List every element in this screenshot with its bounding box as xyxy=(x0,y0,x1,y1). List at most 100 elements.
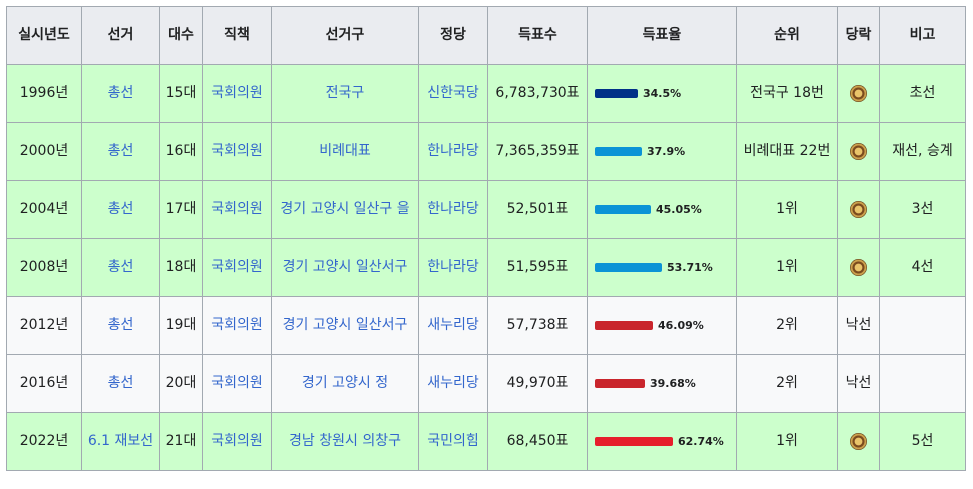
votes-cell: 49,970표 xyxy=(487,354,588,413)
position-link[interactable]: 국회의원 xyxy=(211,85,263,101)
header-rank: 순위 xyxy=(736,6,838,65)
year-cell: 1996년 xyxy=(6,64,82,123)
district-link[interactable]: 경기 고양시 일산서구 xyxy=(282,317,408,333)
header-term: 대수 xyxy=(159,6,203,65)
party-cell: 신한국당 xyxy=(418,64,488,123)
rank-cell: 비례대표 22번 xyxy=(736,122,838,181)
votes-text: 6,783,730표 xyxy=(495,85,580,101)
election-history-table: 실시년도 선거 대수 직책 선거구 정당 득표수 득표율 순위 당락 비고 19… xyxy=(6,6,966,471)
rank-cell: 전국구 18번 xyxy=(736,64,838,123)
party-link[interactable]: 한나라당 xyxy=(427,143,479,159)
party-link[interactable]: 한나라당 xyxy=(427,201,479,217)
party-link[interactable]: 새누리당 xyxy=(427,375,479,391)
votes-cell: 51,595표 xyxy=(487,238,588,297)
year-text: 2022년 xyxy=(19,433,69,449)
district-link[interactable]: 전국구 xyxy=(325,85,365,101)
note-cell xyxy=(879,354,966,413)
rate-cell: 62.74% xyxy=(587,412,737,471)
position-link[interactable]: 국회의원 xyxy=(211,143,263,159)
party-link[interactable]: 새누리당 xyxy=(427,317,479,333)
rank-cell: 1위 xyxy=(736,238,838,297)
rank-cell: 1위 xyxy=(736,412,838,471)
election-link[interactable]: 총선 xyxy=(107,143,134,159)
rate-bar-group: 39.68% xyxy=(595,372,696,395)
position-link[interactable]: 국회의원 xyxy=(211,375,263,391)
position-link[interactable]: 국회의원 xyxy=(211,433,263,449)
elected-emblem-icon xyxy=(850,432,867,450)
votes-text: 7,365,359표 xyxy=(495,143,580,159)
election-cell: 총선 xyxy=(81,122,160,181)
rank-cell: 2위 xyxy=(736,354,838,413)
district-cell: 경기 고양시 일산구 을 xyxy=(271,180,419,239)
table-row: 2012년 총선 19대 국회의원 경기 고양시 일산서구 새누리당 57,738표 46.0… xyxy=(6,296,966,355)
outcome-text: 낙선 xyxy=(845,317,872,333)
rate-bar-group: 34.5% xyxy=(595,82,681,105)
year-text: 1996년 xyxy=(19,85,69,101)
elected-emblem-icon xyxy=(850,84,867,102)
position-cell: 국회의원 xyxy=(202,122,272,181)
district-link[interactable]: 비례대표 xyxy=(319,143,371,159)
votes-cell: 57,738표 xyxy=(487,296,588,355)
votes-cell: 52,501표 xyxy=(487,180,588,239)
rate-cell: 37.9% xyxy=(587,122,737,181)
votes-text: 52,501표 xyxy=(506,201,569,217)
note-cell: 5선 xyxy=(879,412,966,471)
vote-share-label: 46.09% xyxy=(658,318,704,332)
outcome-cell xyxy=(837,64,880,123)
election-cell: 총선 xyxy=(81,238,160,297)
term-text: 21대 xyxy=(165,433,197,449)
term-cell: 21대 xyxy=(159,412,203,471)
position-link[interactable]: 국회의원 xyxy=(211,259,263,275)
header-year: 실시년도 xyxy=(6,6,82,65)
term-text: 17대 xyxy=(165,201,197,217)
election-link[interactable]: 6.1 재보선 xyxy=(87,433,154,449)
party-link[interactable]: 한나라당 xyxy=(427,259,479,275)
district-link[interactable]: 경기 고양시 일산구 을 xyxy=(280,201,410,217)
election-link[interactable]: 총선 xyxy=(107,317,134,333)
district-link[interactable]: 경기 고양시 일산서구 xyxy=(282,259,408,275)
rate-cell: 34.5% xyxy=(587,64,737,123)
party-link[interactable]: 신한국당 xyxy=(427,85,479,101)
header-party: 정당 xyxy=(418,6,488,65)
votes-text: 57,738표 xyxy=(506,317,569,333)
rank-text: 전국구 18번 xyxy=(750,85,824,101)
election-link[interactable]: 총선 xyxy=(107,85,134,101)
district-link[interactable]: 경기 고양시 정 xyxy=(301,375,389,391)
rank-text: 1위 xyxy=(776,259,798,275)
district-link[interactable]: 경남 창원시 의창구 xyxy=(289,433,401,449)
header-note: 비고 xyxy=(879,6,966,65)
vote-share-bar xyxy=(595,262,662,272)
term-cell: 19대 xyxy=(159,296,203,355)
year-text: 2004년 xyxy=(19,201,69,217)
table-row: 2000년 총선 16대 국회의원 비례대표 한나라당 7,365,359표 37.9% 비례대… xyxy=(6,122,966,181)
election-cell: 6.1 재보선 xyxy=(81,412,160,471)
outcome-cell: 낙선 xyxy=(837,296,880,355)
note-text: 5선 xyxy=(911,433,934,449)
outcome-text: 낙선 xyxy=(845,375,872,391)
note-cell: 초선 xyxy=(879,64,966,123)
district-cell: 경기 고양시 정 xyxy=(271,354,419,413)
position-cell: 국회의원 xyxy=(202,64,272,123)
votes-text: 49,970표 xyxy=(506,375,569,391)
rank-text: 비례대표 22번 xyxy=(743,143,831,159)
votes-text: 68,450표 xyxy=(506,433,569,449)
year-text: 2008년 xyxy=(19,259,69,275)
election-link[interactable]: 총선 xyxy=(107,375,134,391)
party-link[interactable]: 국민의힘 xyxy=(427,433,479,449)
rank-text: 1위 xyxy=(776,433,798,449)
position-cell: 국회의원 xyxy=(202,354,272,413)
year-cell: 2004년 xyxy=(6,180,82,239)
elected-emblem-icon xyxy=(850,142,867,160)
election-link[interactable]: 총선 xyxy=(107,259,134,275)
table-row: 2004년 총선 17대 국회의원 경기 고양시 일산구 을 한나라당 52,501표 45.… xyxy=(6,180,966,239)
table-row: 2008년 총선 18대 국회의원 경기 고양시 일산서구 한나라당 51,595표 53.7… xyxy=(6,238,966,297)
rate-bar-group: 62.74% xyxy=(595,430,724,453)
election-link[interactable]: 총선 xyxy=(107,201,134,217)
year-cell: 2016년 xyxy=(6,354,82,413)
vote-share-bar xyxy=(595,88,638,98)
position-link[interactable]: 국회의원 xyxy=(211,201,263,217)
party-cell: 한나라당 xyxy=(418,238,488,297)
outcome-cell xyxy=(837,180,880,239)
rate-cell: 39.68% xyxy=(587,354,737,413)
position-link[interactable]: 국회의원 xyxy=(211,317,263,333)
